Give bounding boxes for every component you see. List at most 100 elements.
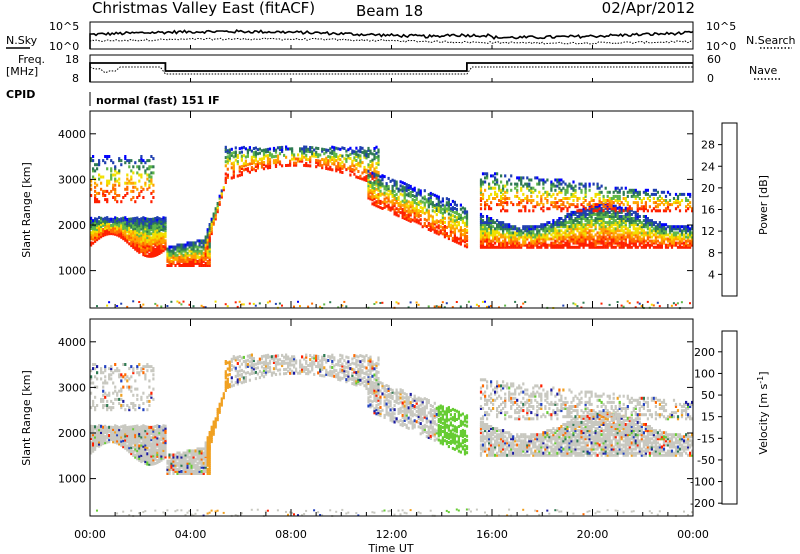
heatmap-cell [500, 180, 503, 184]
heatmap-cell [691, 225, 694, 229]
heatmap-cell [685, 209, 688, 213]
heatmap-cell [479, 186, 483, 190]
heatmap-cell [612, 215, 615, 218]
heatmap-cell [160, 446, 163, 450]
heatmap-cell [92, 399, 95, 403]
heatmap-cell [293, 305, 295, 308]
heatmap-cell [640, 231, 643, 235]
heatmap-cell [560, 235, 563, 239]
heatmap-cell [108, 406, 111, 410]
heatmap-cell [409, 186, 412, 190]
heatmap-cell [100, 377, 103, 381]
heatmap-cell [148, 248, 151, 252]
heatmap-cell [212, 220, 215, 224]
heatmap-cell [654, 231, 657, 235]
heatmap-cell [232, 163, 235, 167]
heatmap-cell [106, 408, 109, 412]
heatmap-cell [363, 151, 366, 155]
heatmap-cell [634, 235, 637, 239]
heatmap-cell [112, 406, 115, 410]
heatmap-cell [530, 186, 533, 190]
heatmap-cell [130, 169, 133, 173]
heatmap-cell [528, 231, 531, 235]
heatmap-cell [481, 300, 484, 303]
heatmap-cell [528, 241, 531, 245]
heatmap-cell [148, 228, 151, 232]
heatmap-cell [564, 188, 567, 192]
heatmap-cell [652, 201, 655, 205]
heatmap-cell [481, 194, 485, 198]
heatmap-cell [578, 212, 581, 216]
heatmap-cell [568, 243, 571, 247]
heatmap-cell [335, 167, 338, 171]
heatmap-cell [92, 231, 95, 235]
heatmap-cell [528, 227, 531, 231]
heatmap-cell [236, 174, 239, 178]
heatmap-cell [576, 237, 579, 241]
heatmap-cell [122, 445, 125, 449]
heatmap-cell [246, 167, 249, 171]
heatmap-cell [648, 223, 651, 227]
heatmap-cell [116, 227, 119, 231]
heatmap-cell [206, 469, 209, 473]
heatmap-cell [672, 237, 676, 241]
heatmap-cell [140, 453, 143, 457]
heatmap-cell [397, 210, 400, 214]
heatmap-cell [500, 190, 503, 194]
heatmap-cell [504, 194, 507, 198]
heatmap-cell [564, 235, 567, 239]
heatmap-cell [100, 223, 103, 226]
heatmap-cell [568, 235, 571, 239]
heatmap-cell [522, 184, 525, 188]
heatmap-cell [162, 511, 165, 514]
heatmap-cell [176, 461, 179, 465]
heatmap-cell [192, 457, 195, 461]
heatmap-cell [685, 229, 688, 233]
heatmap-cell [508, 239, 511, 243]
heatmap-cell [132, 227, 135, 231]
heatmap-cell [632, 231, 635, 235]
heatmap-cell [371, 202, 374, 206]
heatmap-cell [407, 204, 410, 208]
heatmap-cell [642, 233, 645, 237]
heatmap-cell [162, 440, 165, 444]
heatmap-cell [435, 213, 438, 217]
heatmap-cell [685, 243, 688, 247]
heatmap-cell [407, 306, 410, 309]
heatmap-cell [554, 201, 557, 205]
heatmap-cell [285, 145, 288, 149]
heatmap-cell [100, 216, 103, 220]
heatmap-cell [590, 210, 593, 214]
heatmap-cell [652, 207, 655, 211]
heatmap-cell [484, 245, 487, 249]
heatmap-cell [331, 149, 334, 153]
heatmap-cell [459, 203, 462, 207]
heatmap-cell [128, 450, 131, 454]
heatmap-cell [479, 225, 483, 229]
heatmap-cell [508, 223, 511, 227]
heatmap-cell [110, 425, 113, 429]
heatmap-cell [174, 264, 177, 267]
heatmap-cell [166, 469, 169, 473]
heatmap-cell [544, 227, 547, 231]
heatmap-cell [502, 186, 505, 190]
heatmap-cell [624, 243, 627, 247]
heatmap-cell [570, 194, 573, 198]
heatmap-cell [636, 227, 639, 231]
heatmap-cell [618, 188, 621, 192]
heatmap-cell [138, 167, 141, 171]
heatmap-cell [156, 454, 159, 458]
heatmap-cell [351, 151, 354, 155]
heatmap-cell [536, 227, 539, 231]
heatmap-cell [321, 149, 324, 153]
heatmap-cell [676, 302, 679, 305]
heatmap-cell [570, 237, 573, 241]
heatmap-cell [206, 251, 209, 255]
heatmap-cell [528, 209, 531, 213]
heatmap-cell [375, 176, 378, 180]
heatmap-cell [616, 201, 619, 205]
cpid-value: normal (fast) 151 IF [96, 94, 220, 107]
heatmap-cell [578, 210, 581, 214]
heatmap-cell [484, 233, 487, 237]
heatmap-cell [110, 169, 113, 173]
